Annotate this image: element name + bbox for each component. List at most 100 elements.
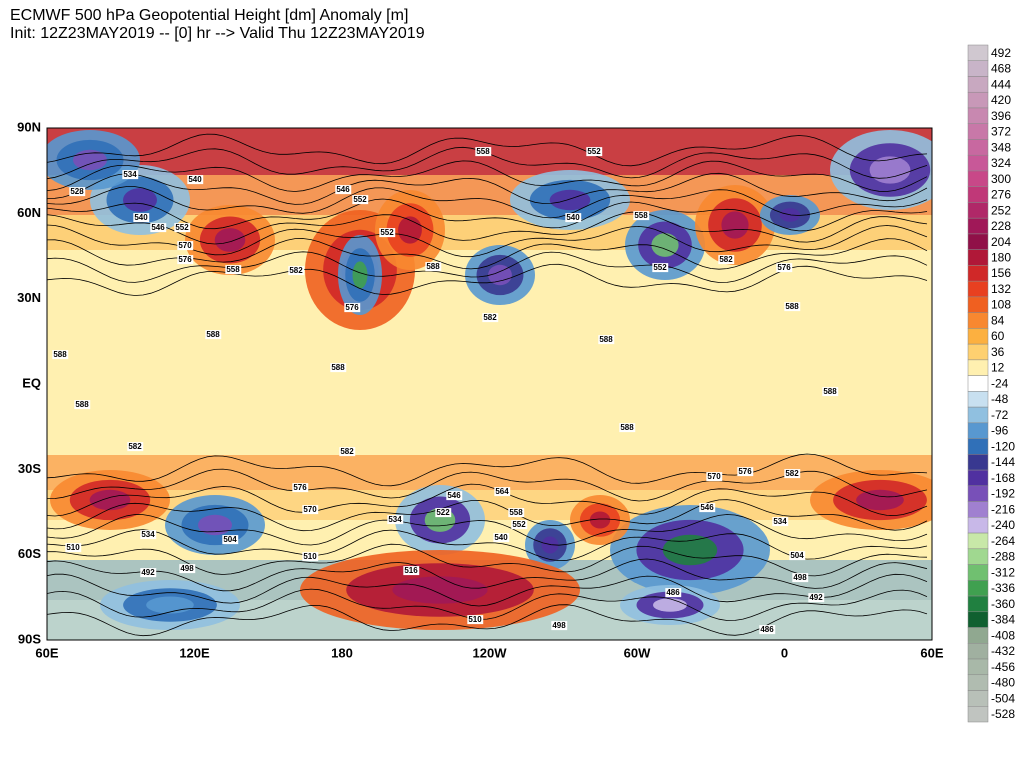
colorbar-box <box>967 359 989 376</box>
contour-label-bg <box>225 265 242 275</box>
colorbar-label: -72 <box>991 408 1009 422</box>
height-contour <box>47 573 928 607</box>
contour-label: 576 <box>777 263 791 272</box>
height-contour <box>47 198 928 232</box>
colorbar-label: -288 <box>991 550 1015 564</box>
anomaly-center <box>89 489 131 511</box>
anomaly-center <box>549 189 591 211</box>
longitude-label: 120W <box>473 645 508 660</box>
contour-label: 588 <box>75 400 89 409</box>
contour-label-bg <box>140 568 157 578</box>
colorbar-label: 468 <box>991 62 1011 76</box>
colorbar-label: -216 <box>991 502 1015 516</box>
colorbar-box <box>967 76 989 93</box>
contour-label: 534 <box>141 530 155 539</box>
contour-label-bg <box>586 147 603 157</box>
colorbar-label: -120 <box>991 439 1015 453</box>
height-contour <box>47 133 928 167</box>
height-contour <box>47 499 928 532</box>
contour-label: 582 <box>128 442 142 451</box>
colorbar-box <box>967 296 989 313</box>
contour-label: 552 <box>653 263 667 272</box>
contour-label-bg <box>330 363 347 373</box>
contour-label-bg <box>344 303 361 313</box>
contour-label: 552 <box>587 147 601 156</box>
height-contour <box>47 453 928 487</box>
contour-label: 498 <box>180 564 194 573</box>
colorbar: 4924684444203963723483243002762522282041… <box>967 44 1015 723</box>
contour-label-bg <box>65 543 82 553</box>
contour-label-bg <box>508 508 525 518</box>
height-contour <box>47 251 928 283</box>
contour-label-bg <box>288 266 305 276</box>
colorbar-label: 84 <box>991 313 1005 327</box>
colorbar-label: 132 <box>991 282 1011 296</box>
anomaly-center <box>352 261 368 289</box>
contour-label: 558 <box>509 508 523 517</box>
latitude-label: 60S <box>18 546 41 561</box>
contour-label-bg <box>699 503 716 513</box>
colorbar-box <box>967 170 989 187</box>
colorbar-box <box>967 611 989 628</box>
contour-label: 576 <box>345 303 359 312</box>
colorbar-label: -432 <box>991 644 1015 658</box>
contour-label-bg <box>425 262 442 272</box>
anomaly-center <box>651 233 679 257</box>
contour-label: 534 <box>123 170 137 179</box>
colorbar-box <box>967 548 989 565</box>
contour-label: 546 <box>151 223 165 232</box>
contour-label: 492 <box>141 568 155 577</box>
colorbar-label: -480 <box>991 676 1015 690</box>
contour-label: 576 <box>178 255 192 264</box>
contour-label: 552 <box>353 195 367 204</box>
contour-label: 534 <box>773 517 787 526</box>
contour-label-bg <box>494 487 511 497</box>
contour-label: 582 <box>785 469 799 478</box>
contour-label: 588 <box>823 387 837 396</box>
contour-label-bg <box>467 615 484 625</box>
colorbar-box <box>967 485 989 502</box>
contour-label: 558 <box>476 147 490 156</box>
anomaly-center <box>721 211 749 239</box>
contour-label-bg <box>792 573 809 583</box>
colorbar-label: -96 <box>991 424 1009 438</box>
colorbar-label: 420 <box>991 93 1011 107</box>
contour-label-bg <box>706 472 723 482</box>
colorbar-label: -144 <box>991 455 1015 469</box>
colorbar-label: 324 <box>991 156 1011 170</box>
colorbar-box <box>967 438 989 455</box>
anomaly-center <box>146 596 194 614</box>
colorbar-label: 204 <box>991 235 1011 249</box>
latitude-label: 60N <box>17 205 41 220</box>
contour-label: 588 <box>206 330 220 339</box>
latitude-label: 90S <box>18 631 41 646</box>
colorbar-label: 444 <box>991 77 1011 91</box>
anomaly-center <box>653 598 687 612</box>
colorbar-label: -408 <box>991 628 1015 642</box>
height-contour <box>47 186 928 219</box>
anomaly-center <box>869 156 911 184</box>
contour-label-bg <box>335 185 352 195</box>
contour-label: 564 <box>495 487 509 496</box>
contour-label: 540 <box>566 213 580 222</box>
height-contour <box>47 483 928 517</box>
contour-label-bg <box>598 335 615 345</box>
anomaly-center <box>662 534 718 566</box>
colorbar-box <box>967 690 989 707</box>
colorbar-label: -192 <box>991 487 1015 501</box>
contour-label: 552 <box>380 228 394 237</box>
contour-label: 540 <box>134 213 148 222</box>
colorbar-box <box>967 643 989 660</box>
colorbar-box <box>967 391 989 408</box>
contour-label-bg <box>493 533 510 543</box>
contour-label-bg <box>387 515 404 525</box>
contour-label-bg <box>482 313 499 323</box>
colorbar-box <box>967 674 989 691</box>
contour-label-bg <box>379 228 396 238</box>
contour-label: 510 <box>303 552 317 561</box>
contour-label-bg <box>179 564 196 574</box>
contour-label-bg <box>403 566 420 576</box>
colorbar-box <box>967 265 989 282</box>
colorbar-label: 12 <box>991 361 1005 375</box>
contour-label: 546 <box>336 185 350 194</box>
